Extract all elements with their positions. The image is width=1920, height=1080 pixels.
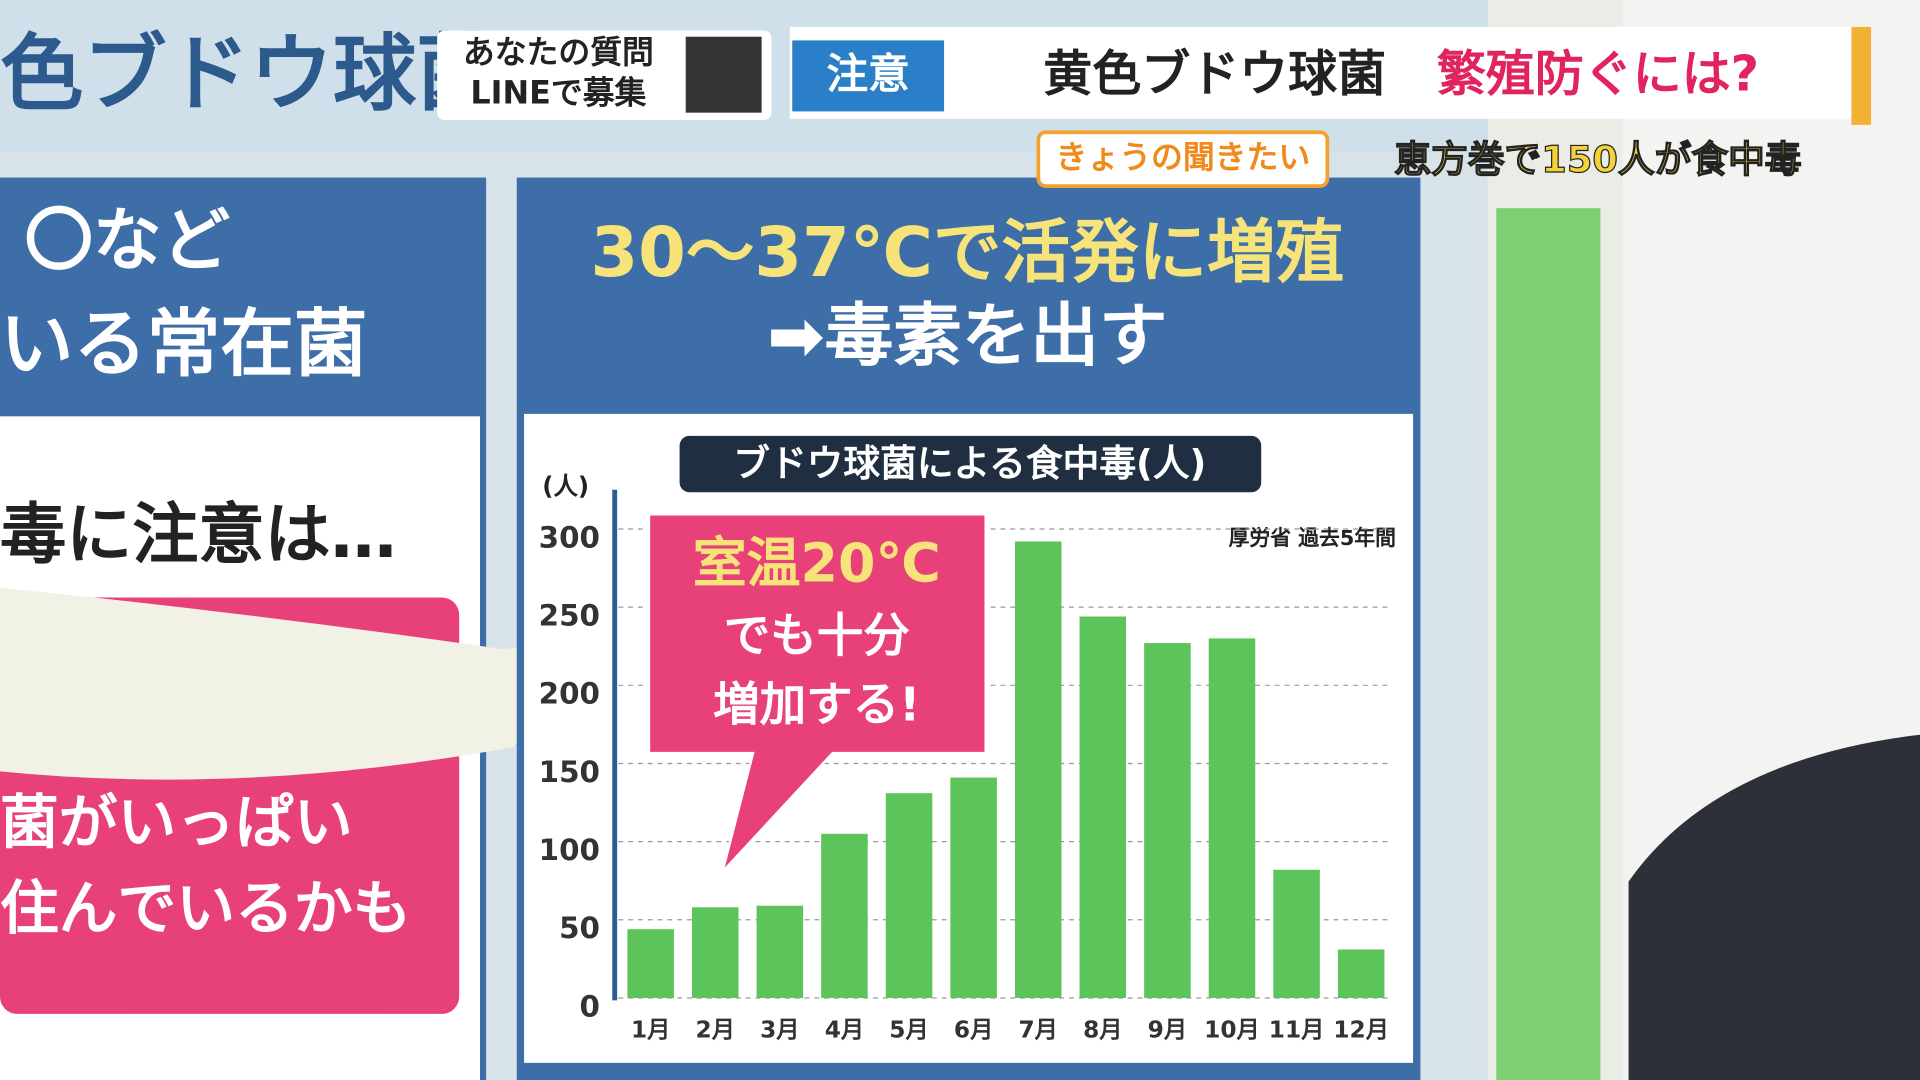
heading: ➡毒素を出す [767,296,1167,376]
question-text: あなたの質問 [463,33,654,71]
bar [756,905,804,998]
y-tick-label: 250 [539,598,600,632]
bar [885,793,933,998]
corner: きょうの聞きたい [1056,138,1311,176]
x-tick-label: 4月 [825,1017,864,1044]
chart: ブドウ球菌による食中毒(人) (人) 厚労省 過去5年間 0 50 100 150 20… [539,435,1396,1044]
y-tick-label: 300 [539,520,600,554]
bar [627,929,674,998]
x-tick-label: 9月 [1148,1017,1187,1044]
y-tick-label: 150 [539,755,600,789]
x-tick-label: 2月 [696,1017,735,1044]
question-text: LINEで募集 [470,73,646,111]
bar [1079,616,1127,998]
bar [1337,949,1385,998]
bar [1014,541,1062,998]
headline-bar [789,26,1870,119]
bar [1208,638,1256,998]
heading: 30〜37℃で活発に増殖 [590,213,1344,293]
source: 厚労省 過去5年間 [1229,526,1396,550]
studio-wall [1496,208,1601,1080]
x-tick-label: 1月 [631,1017,670,1044]
y-tick-label: 0 [580,989,600,1023]
x-tick-label: 12月 [1333,1017,1389,1044]
bar [1144,643,1191,998]
tag-box [792,40,945,112]
person [1628,734,1920,1080]
y-axis-label: (人) [542,471,589,500]
bar [691,907,739,998]
left-text: 毒に注意は… [0,496,397,573]
tag: 注意 [827,49,910,98]
headline: 黄色ブドウ球菌 [1043,46,1386,103]
x-tick-label: 7月 [1018,1017,1057,1044]
x-tick-label: 5月 [889,1017,928,1044]
chart-title: ブドウ球菌による食中毒(人) [733,442,1206,485]
arm [0,587,613,780]
left-text: 住んでいるかも [0,873,411,942]
annotation: でも十分 [724,609,910,663]
accent [1851,26,1872,125]
bar [1273,869,1320,998]
board-title: 色ブドウ球菌 [0,26,500,123]
x-tick-label: 6月 [954,1017,993,1044]
news: 恵方巻で150人が食中毒 [1394,138,1801,181]
x-tick-label: 3月 [760,1017,799,1044]
x-tick-label: 8月 [1083,1017,1122,1044]
chart-title-box [679,435,1262,493]
x-tick-label: 11月 [1269,1017,1325,1044]
y-tick-label: 100 [539,833,600,867]
left-text: 菌がいっぱい [0,788,353,857]
callout [647,513,987,873]
left-text: 〇など [24,201,230,281]
left-text: いる常在菌 [0,302,367,387]
corner-box [1036,130,1330,188]
bar [950,777,997,998]
annotation: 増加する! [713,677,920,731]
headline: 繁殖防ぐには? [1437,46,1759,103]
x-tick-label: 10月 [1204,1017,1260,1044]
y-tick-label: 50 [559,911,600,945]
bar [821,833,868,998]
qr-code [685,36,762,113]
y-tick-label: 200 [539,677,600,711]
annotation: 室温20℃ [693,532,941,595]
